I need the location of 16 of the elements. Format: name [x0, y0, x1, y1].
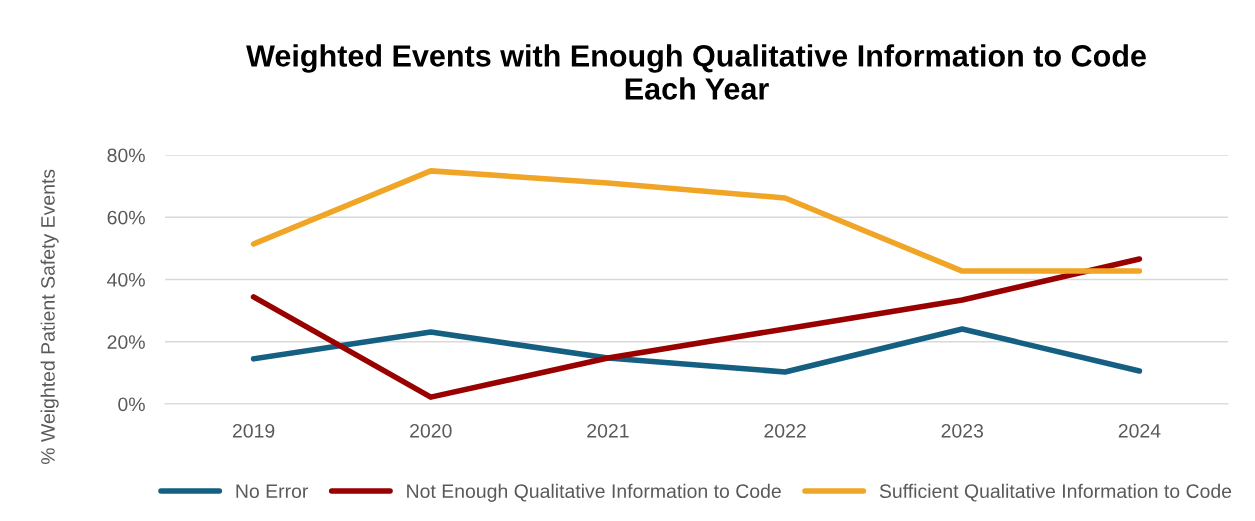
y-tick-label: 0%	[118, 397, 145, 412]
x-tick-label: 2021	[587, 423, 629, 438]
chart-title: Weighted Events with Enough Qualitative Information to Code Each Year	[246, 44, 1146, 100]
x-tick-label: 2019	[232, 423, 275, 438]
x-tick-label: 2023	[941, 423, 984, 438]
x-tick-label: 2024	[1118, 423, 1161, 438]
x-tick-label: 2020	[410, 423, 452, 438]
y-axis-title: % Weighted Patient Safety Events	[40, 169, 59, 465]
x-tick-label: 2022	[764, 423, 806, 438]
legend-label: No Error	[236, 484, 309, 499]
legend-label: Sufficient Qualitative Information to Code	[879, 483, 1232, 502]
y-tick-label: 60%	[107, 210, 145, 225]
y-tick-label: 20%	[107, 335, 145, 349]
y-tick-label: 80%	[107, 148, 145, 163]
legend-label: Not Enough Qualitative Information to Code	[407, 483, 781, 502]
y-tick-label: 40%	[107, 272, 145, 287]
